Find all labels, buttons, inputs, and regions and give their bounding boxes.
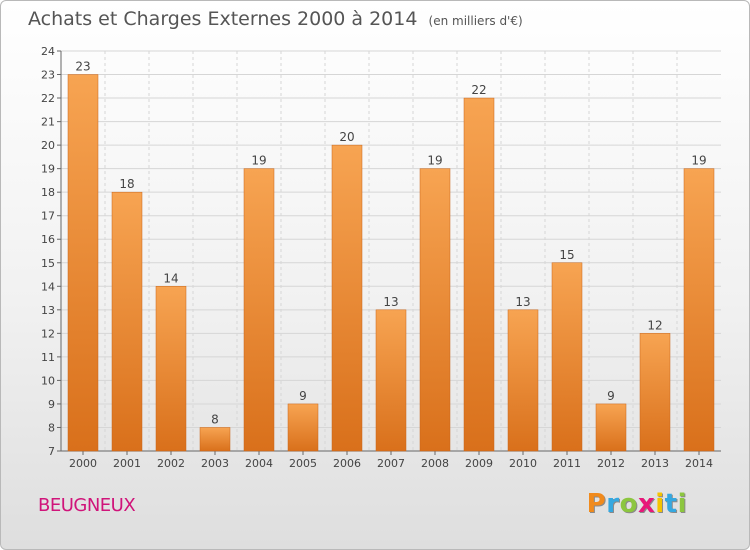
y-tick-label: 12: [41, 327, 55, 340]
bar: [375, 309, 407, 452]
bar-value-label: 15: [559, 248, 574, 262]
y-tick-label: 9: [48, 398, 55, 411]
bar: [243, 168, 275, 452]
bar: [463, 97, 495, 452]
y-tick-label: 13: [41, 304, 55, 317]
chart-title: Achats et Charges Externes 2000 à 2014: [28, 8, 418, 30]
bar: [331, 144, 363, 452]
x-tick-label: 2006: [333, 457, 361, 470]
bar-value-label: 22: [471, 83, 486, 97]
x-tick-label: 2007: [377, 457, 405, 470]
x-tick-label: 2010: [509, 457, 537, 470]
bar-value-label: 23: [75, 60, 90, 74]
x-tick-label: 2009: [465, 457, 493, 470]
bar-value-label: 9: [607, 389, 615, 403]
axes: 7 8 9 10 11 12 13 14 15 16 17 18 19 20 21 22 23 24 2000 200…: [41, 45, 721, 470]
bar-value-label: 18: [119, 177, 134, 191]
y-tick-label: 10: [41, 374, 55, 387]
bar-value-label: 19: [427, 154, 442, 168]
x-tick-label: 2011: [553, 457, 581, 470]
y-tick-label: 24: [41, 45, 55, 58]
bars: [67, 74, 715, 452]
x-tick-label: 2001: [113, 457, 141, 470]
y-tick-label: 7: [48, 445, 55, 458]
bar: [683, 168, 715, 452]
bar: [199, 427, 231, 452]
bar-value-label: 12: [647, 318, 662, 332]
brand-letter: x: [637, 489, 656, 519]
y-tick-label: 11: [41, 351, 55, 364]
brand-letter: i: [677, 489, 687, 519]
y-tick-label: 15: [41, 257, 55, 270]
bar-value-label: 19: [691, 154, 706, 168]
y-tick-label: 20: [41, 139, 55, 152]
x-tick-label: 2003: [201, 457, 229, 470]
y-tick-label: 22: [41, 92, 55, 105]
brand-letter: o: [619, 489, 638, 519]
x-tick-label: 2000: [69, 457, 97, 470]
bar-value-label: 13: [515, 295, 530, 309]
brand-letter: i: [655, 489, 665, 519]
bar-value-label: 9: [299, 389, 307, 403]
bar: [287, 403, 319, 452]
x-tick-label: 2004: [245, 457, 273, 470]
bar-value-label: 8: [211, 412, 219, 426]
x-tick-label: 2014: [685, 457, 713, 470]
y-tick-label: 8: [48, 421, 55, 434]
x-tick-label: 2008: [421, 457, 449, 470]
bar: [67, 74, 99, 452]
brand-letter: P: [586, 489, 607, 519]
bar: [595, 403, 627, 452]
bar: [419, 168, 451, 452]
brand-logo: Proxiti: [587, 489, 687, 519]
x-tick-label: 2012: [597, 457, 625, 470]
brand-letter: r: [606, 489, 620, 519]
y-tick-label: 23: [41, 69, 55, 82]
chart-title-block: Achats et Charges Externes 2000 à 2014 (…: [28, 8, 523, 30]
x-tick-label: 2013: [641, 457, 669, 470]
bar-value-label: 14: [163, 271, 178, 285]
brand-letter: t: [664, 489, 678, 519]
x-tick-label: 2002: [157, 457, 185, 470]
data-labels: 23 18 14 8 19 9 20 13 19 22 13 15 9 12 19: [75, 60, 706, 427]
chart-unit-label: (en milliers d'€): [428, 14, 523, 28]
y-tick-label: 18: [41, 186, 55, 199]
bar: [111, 191, 143, 452]
bar-value-label: 13: [383, 295, 398, 309]
bar-value-label: 19: [251, 154, 266, 168]
bar: [551, 262, 583, 452]
bar-value-label: 20: [339, 130, 354, 144]
bar: [507, 309, 539, 452]
place-name: BEUGNEUX: [38, 495, 136, 516]
y-tick-label: 16: [41, 233, 55, 246]
y-tick-label: 17: [41, 210, 55, 223]
y-tick-label: 14: [41, 280, 55, 293]
bar: [639, 333, 671, 452]
y-tick-label: 19: [41, 163, 55, 176]
bar: [155, 286, 187, 452]
x-tick-label: 2005: [289, 457, 317, 470]
y-tick-label: 21: [41, 116, 55, 129]
